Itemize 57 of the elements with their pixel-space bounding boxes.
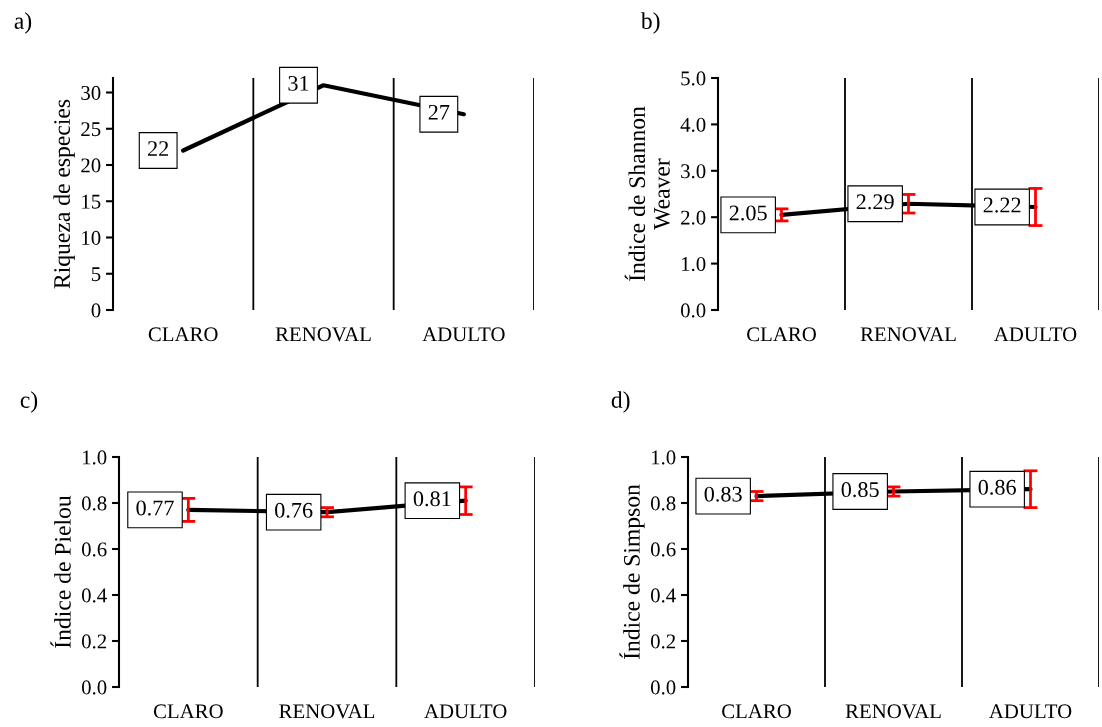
y-tick-label: 4.0: [680, 117, 706, 132]
y-tick-label: 0.8: [81, 496, 107, 511]
data-label: 0.85: [841, 482, 879, 498]
data-label: 0.81: [413, 491, 451, 507]
y-tick-label: 5: [91, 267, 101, 282]
y-tick-label: 30: [81, 85, 101, 100]
data-label: 22: [148, 141, 169, 156]
data-label: 27: [428, 104, 450, 120]
x-tick-label: CLARO: [747, 327, 816, 342]
y-tick-label: 20: [81, 158, 101, 173]
data-label: 0.76: [275, 502, 313, 518]
y-tick-label: 0.8: [650, 496, 676, 511]
data-label: 2.05: [729, 205, 767, 221]
y-tick-label: 2.0: [681, 210, 706, 225]
y-axis-title: Índice de Simpson: [619, 484, 645, 660]
y-tick-label: 15: [82, 194, 101, 209]
chart-title: d): [611, 391, 630, 413]
y-axis-title: Índice de Pielou: [50, 495, 71, 648]
y-tick-label: 1.0: [681, 256, 706, 272]
data-label: 0.86: [978, 479, 1016, 495]
y-tick-label: 0.6: [81, 542, 107, 557]
data-label: 0.77: [136, 500, 174, 516]
data-label: 31: [288, 75, 309, 91]
x-tick-label: ADULTO: [424, 704, 507, 719]
x-tick-label: ADULTO: [994, 327, 1077, 342]
y-tick-label: 0.0: [650, 680, 676, 695]
x-tick-label: RENOVAL: [860, 327, 956, 342]
chart-title: c): [20, 391, 38, 413]
chart-title: b): [640, 12, 660, 34]
y-tick-label: 3.0: [681, 164, 706, 179]
x-tick-label: RENOVAL: [275, 327, 371, 342]
x-tick-label: CLARO: [722, 704, 791, 719]
y-tick-label: 0: [91, 303, 101, 318]
data-label: 0.83: [704, 486, 742, 502]
chart-title: a): [14, 12, 32, 34]
x-tick-label: ADULTO: [989, 704, 1072, 719]
data-label: 2.29: [856, 194, 894, 210]
y-tick-label: 0.4: [81, 588, 107, 603]
y-tick-label: 0.2: [81, 634, 107, 649]
x-tick-label: ADULTO: [422, 327, 505, 342]
y-tick-label: 0.6: [650, 542, 676, 557]
x-tick-label: RENOVAL: [845, 704, 941, 719]
y-tick-label: 5.0: [681, 71, 706, 86]
y-axis-title: Índice de Shannon Weaver: [624, 106, 670, 282]
y-tick-label: 25: [81, 122, 101, 137]
y-tick-label: 0.2: [650, 634, 676, 649]
y-tick-label: 0.4: [650, 588, 676, 603]
x-tick-label: CLARO: [153, 704, 223, 719]
data-label: 2.22: [983, 197, 1021, 213]
x-tick-label: CLARO: [148, 327, 218, 342]
y-tick-label: 0.0: [680, 303, 706, 318]
x-tick-label: RENOVAL: [279, 704, 375, 719]
y-tick-label: 1.0: [651, 450, 676, 465]
y-tick-label: 1.0: [82, 450, 107, 465]
y-tick-label: 0.0: [81, 680, 107, 695]
y-tick-label: 10: [82, 230, 101, 245]
y-axis-title: Riqueza de especies: [53, 99, 75, 289]
